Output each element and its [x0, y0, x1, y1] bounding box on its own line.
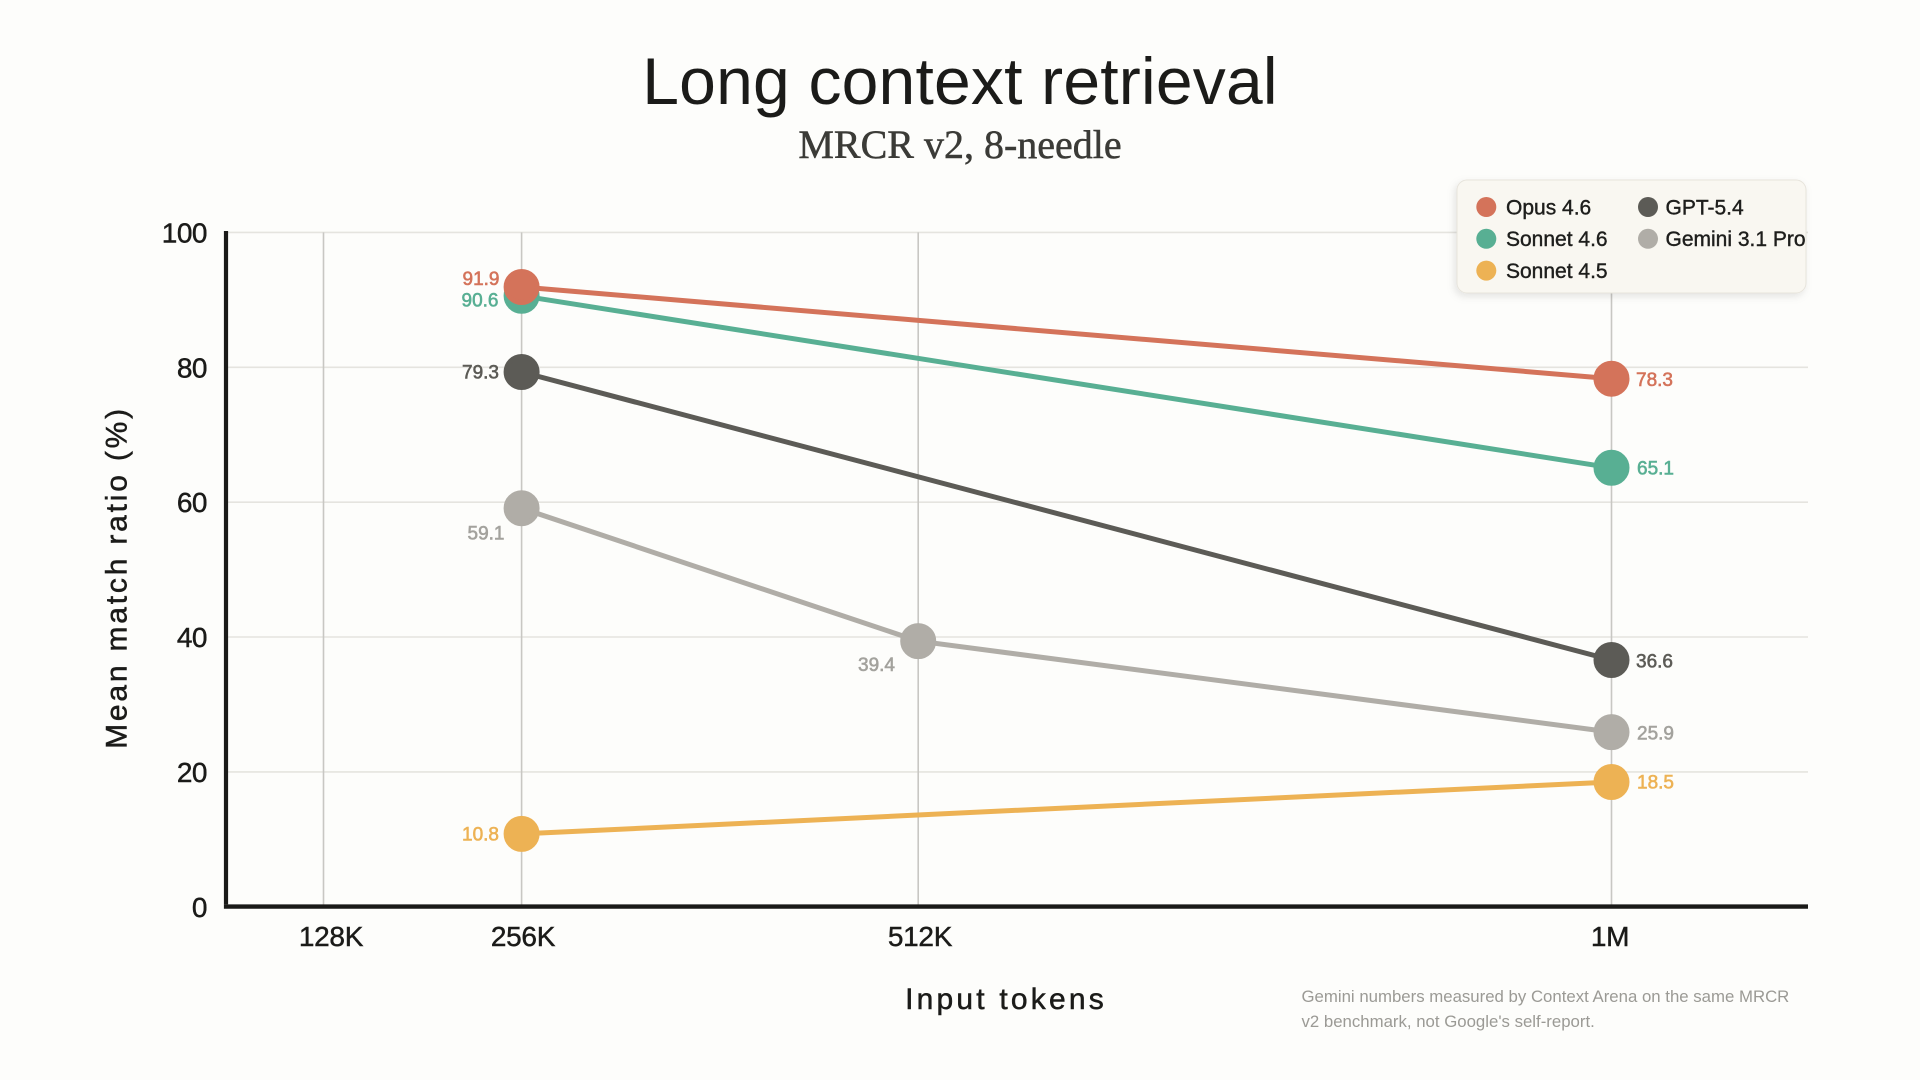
svg-text:91.9: 91.9 — [463, 269, 500, 290]
svg-text:18.5: 18.5 — [1637, 773, 1674, 794]
svg-text:36.6: 36.6 — [1636, 652, 1673, 673]
svg-text:80: 80 — [177, 352, 207, 383]
svg-text:25.9: 25.9 — [1637, 724, 1674, 745]
svg-text:Mean match ratio (%): Mean match ratio (%) — [101, 406, 134, 749]
svg-text:10.8: 10.8 — [462, 825, 499, 846]
svg-text:Input tokens: Input tokens — [905, 983, 1107, 1016]
svg-text:v2 benchmark, not Google's sel: v2 benchmark, not Google's self-report. — [1302, 1012, 1595, 1031]
svg-text:Gemini 3.1 Pro: Gemini 3.1 Pro — [1666, 228, 1806, 251]
svg-text:90.6: 90.6 — [462, 291, 499, 312]
svg-text:Gemini numbers measured by Con: Gemini numbers measured by Context Arena… — [1302, 987, 1790, 1006]
svg-text:78.3: 78.3 — [1636, 370, 1673, 391]
svg-text:79.3: 79.3 — [462, 363, 499, 384]
svg-text:20: 20 — [177, 757, 207, 788]
svg-text:Opus 4.6: Opus 4.6 — [1506, 196, 1591, 219]
svg-text:1M: 1M — [1591, 921, 1629, 952]
svg-text:128K: 128K — [299, 921, 364, 952]
svg-text:39.4: 39.4 — [858, 655, 895, 676]
svg-text:0: 0 — [192, 892, 207, 923]
svg-text:MRCR v2, 8-needle: MRCR v2, 8-needle — [798, 122, 1121, 167]
svg-text:Long context retrieval: Long context retrieval — [642, 44, 1277, 118]
svg-text:59.1: 59.1 — [468, 524, 505, 545]
svg-text:60: 60 — [177, 487, 207, 518]
svg-text:40: 40 — [177, 622, 207, 653]
svg-text:Sonnet 4.6: Sonnet 4.6 — [1506, 228, 1608, 251]
svg-text:65.1: 65.1 — [1637, 459, 1674, 480]
svg-text:Sonnet 4.5: Sonnet 4.5 — [1506, 260, 1608, 283]
svg-text:GPT-5.4: GPT-5.4 — [1666, 196, 1745, 219]
svg-text:100: 100 — [162, 217, 207, 248]
svg-text:256K: 256K — [491, 921, 556, 952]
svg-text:512K: 512K — [888, 921, 953, 952]
